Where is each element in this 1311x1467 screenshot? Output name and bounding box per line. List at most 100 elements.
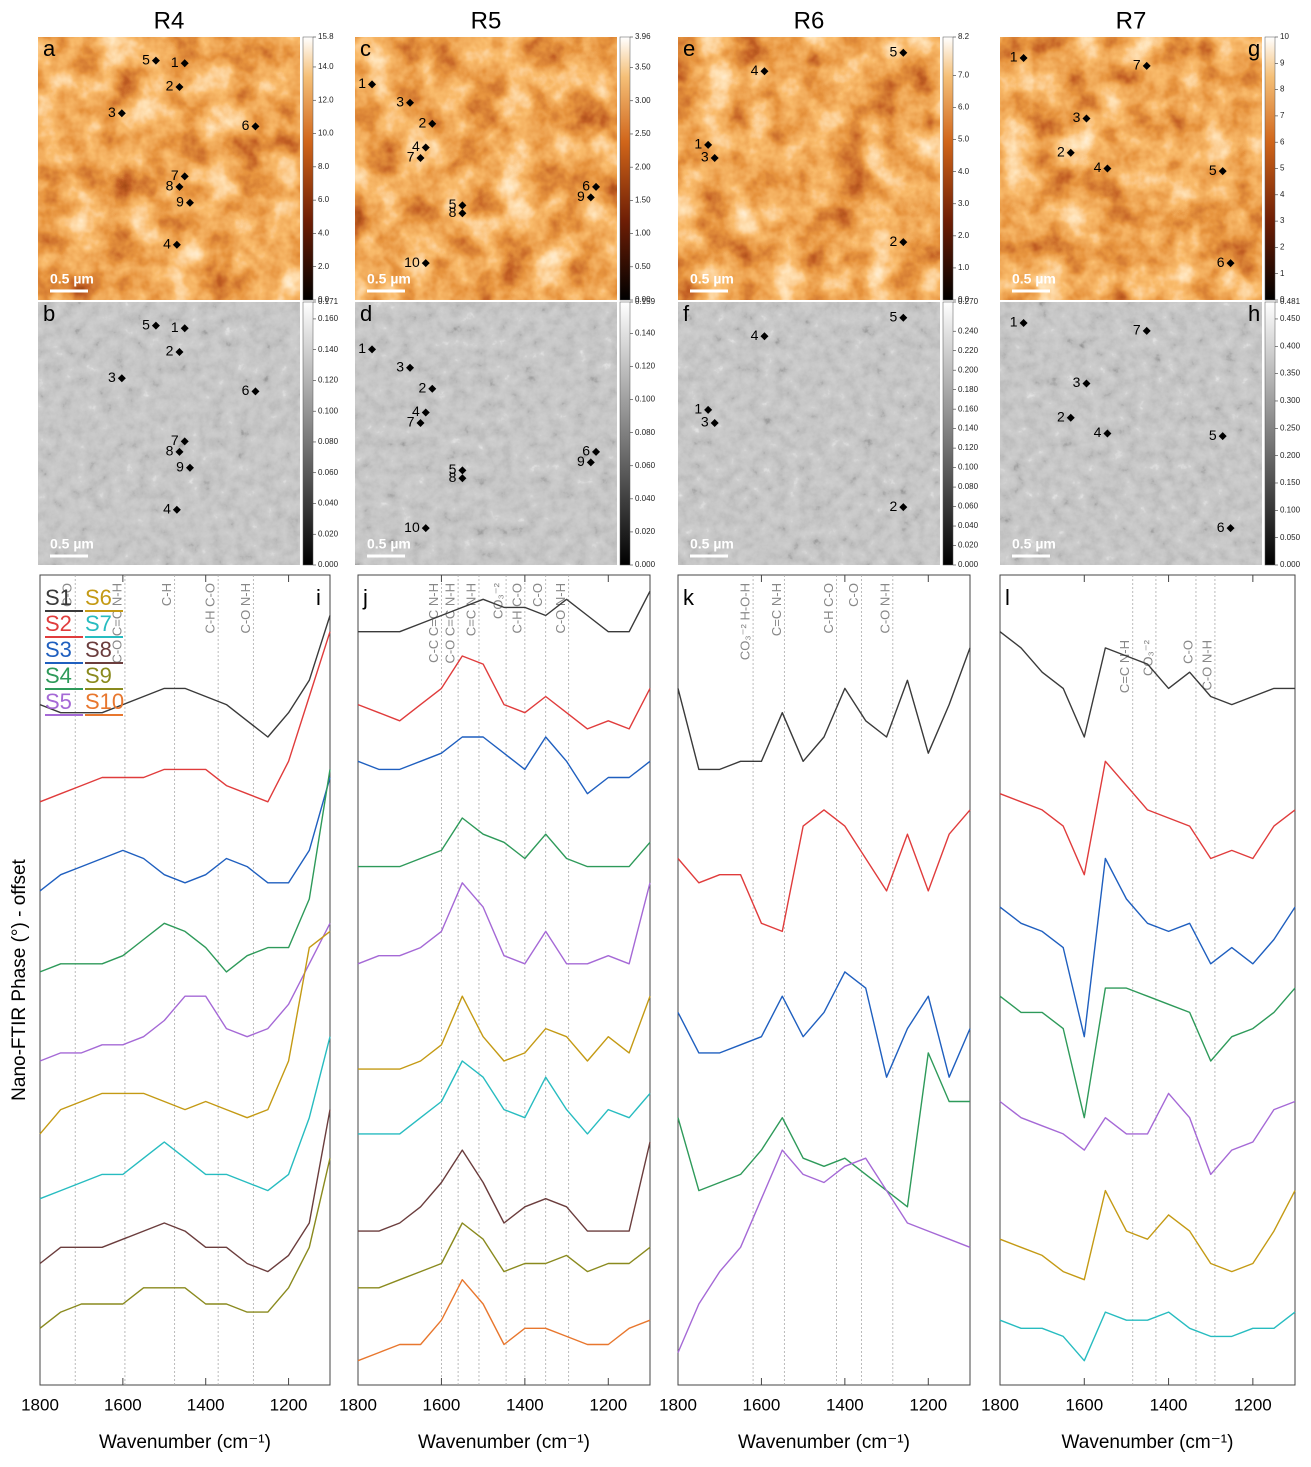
x-tick-label: 1400 (1150, 1395, 1188, 1414)
point-label: 7 (407, 149, 415, 165)
point-label: 3 (1073, 374, 1081, 390)
colorbar-tick-label: 0.050 (1280, 533, 1301, 542)
point-label: 4 (163, 500, 171, 516)
colorbar-tick-label: 0.240 (958, 326, 979, 335)
column-title: R4 (154, 7, 185, 34)
phase-map (355, 302, 617, 565)
point-label: 6 (1217, 519, 1225, 535)
legend-label: S6 (85, 585, 112, 610)
band-label: CO₃⁻² H-O-H (738, 583, 753, 660)
colorbar-tick-label: 0.159 (635, 297, 656, 306)
band-label: C-O N-H (1199, 640, 1214, 691)
point-label: 4 (163, 235, 171, 251)
point-label: 2 (1057, 143, 1065, 159)
panel-letter: c (360, 36, 371, 61)
legend-label: S10 (85, 689, 124, 714)
band-label: C=C N-H (769, 583, 784, 636)
colorbar-tick-label: 0.080 (635, 428, 656, 437)
spectrum-line (1000, 1312, 1295, 1361)
colorbar-tick-label: 1.0 (958, 263, 970, 272)
colorbar-tick-label: 0.300 (1280, 396, 1301, 405)
point-label: 7 (1133, 57, 1141, 73)
panel-letter: j (362, 585, 368, 610)
colorbar-tick-label: 1.00 (635, 229, 651, 238)
colorbar-tick-label: 0.350 (1280, 369, 1301, 378)
spectrum-line (358, 996, 650, 1069)
colorbar-tick-label: 2.0 (318, 262, 330, 271)
point-label: 5 (890, 308, 898, 324)
x-axis-label: Wavenumber (cm⁻¹) (418, 1432, 590, 1453)
colorbar-tick-label: 5.0 (958, 135, 970, 144)
spectrum-line (678, 648, 970, 770)
point-label: 5 (1209, 427, 1217, 443)
colorbar-tick-label: 9 (1280, 58, 1285, 67)
point-label: 4 (1094, 159, 1102, 175)
spectrum-line (40, 778, 330, 891)
x-tick-label: 1800 (339, 1395, 377, 1414)
colorbar-tick-label: 0.080 (318, 437, 339, 446)
colorbar-tick-label: 0.060 (635, 461, 656, 470)
x-axis-label: Wavenumber (cm⁻¹) (738, 1432, 910, 1453)
column-title: R5 (471, 7, 502, 34)
x-tick-label: 1200 (909, 1395, 947, 1414)
colorbar-tick-label: 0.060 (958, 502, 979, 511)
colorbar (1265, 302, 1275, 565)
colorbar-tick-label: 0.140 (635, 329, 656, 338)
colorbar-tick-label: 4.0 (318, 229, 330, 238)
scale-bar-label: 0.5 µm (690, 536, 734, 552)
spectrum-line (1000, 1093, 1295, 1174)
plot-frame (358, 575, 650, 1385)
legend-label: S8 (85, 637, 112, 662)
column-title: R7 (1116, 7, 1147, 34)
x-axis-label: Wavenumber (cm⁻¹) (99, 1432, 271, 1453)
spectrum-line (678, 810, 970, 932)
colorbar-tick-label: 3.50 (635, 63, 651, 72)
point-label: 7 (407, 414, 415, 430)
colorbar-tick-label: 0.450 (1280, 314, 1301, 323)
panel-letter: b (43, 301, 55, 326)
band-label: C-O (846, 583, 861, 607)
point-label: 2 (1057, 408, 1065, 424)
colorbar-tick-label: 0.100 (1280, 505, 1301, 514)
colorbar-tick-label: 0.120 (958, 443, 979, 452)
plot-frame (40, 575, 330, 1385)
point-label: 8 (166, 178, 174, 194)
band-label: C-H C-O (509, 583, 524, 634)
colorbar (303, 37, 313, 300)
point-label: 6 (242, 117, 250, 133)
colorbar-tick-label: 0.120 (635, 362, 656, 371)
spectrum-line (1000, 761, 1295, 874)
x-tick-label: 1400 (506, 1395, 544, 1414)
x-tick-label: 1600 (1065, 1395, 1103, 1414)
point-label: 2 (418, 379, 426, 395)
colorbar-tick-label: 0.060 (318, 468, 339, 477)
x-tick-label: 1400 (187, 1395, 225, 1414)
colorbar-tick-label: 0.200 (958, 365, 979, 374)
point-label: 1 (171, 54, 179, 70)
phase-map (678, 302, 940, 565)
band-label: C-O N-H (877, 583, 892, 634)
x-axis-label: Wavenumber (cm⁻¹) (1062, 1432, 1234, 1453)
spectrum-line (358, 1142, 650, 1231)
panel-letter: a (43, 36, 56, 61)
point-label: 3 (701, 149, 709, 165)
colorbar-tick-label: 2.50 (635, 129, 651, 138)
colorbar-tick-label: 0.040 (635, 494, 656, 503)
colorbar-tick-label: 1.50 (635, 195, 651, 204)
point-label: 3 (108, 104, 116, 120)
colorbar-tick-label: 0.100 (635, 395, 656, 404)
colorbar-tick-label: 0.140 (958, 424, 979, 433)
point-label: 4 (751, 327, 759, 343)
colorbar (303, 302, 313, 565)
point-label: 2 (166, 343, 174, 359)
band-label: C=C N-H (1117, 640, 1132, 693)
band-label: C-C C=C N-H (426, 583, 441, 663)
scale-bar-label: 0.5 µm (690, 271, 734, 287)
colorbar-tick-label: 4 (1280, 190, 1285, 199)
point-label: 1 (171, 319, 179, 335)
point-label: 2 (418, 114, 426, 130)
colorbar-tick-label: 0.140 (318, 345, 339, 354)
spectrum-line (678, 1053, 970, 1207)
point-label: 6 (1217, 254, 1225, 270)
point-label: 2 (890, 233, 898, 249)
